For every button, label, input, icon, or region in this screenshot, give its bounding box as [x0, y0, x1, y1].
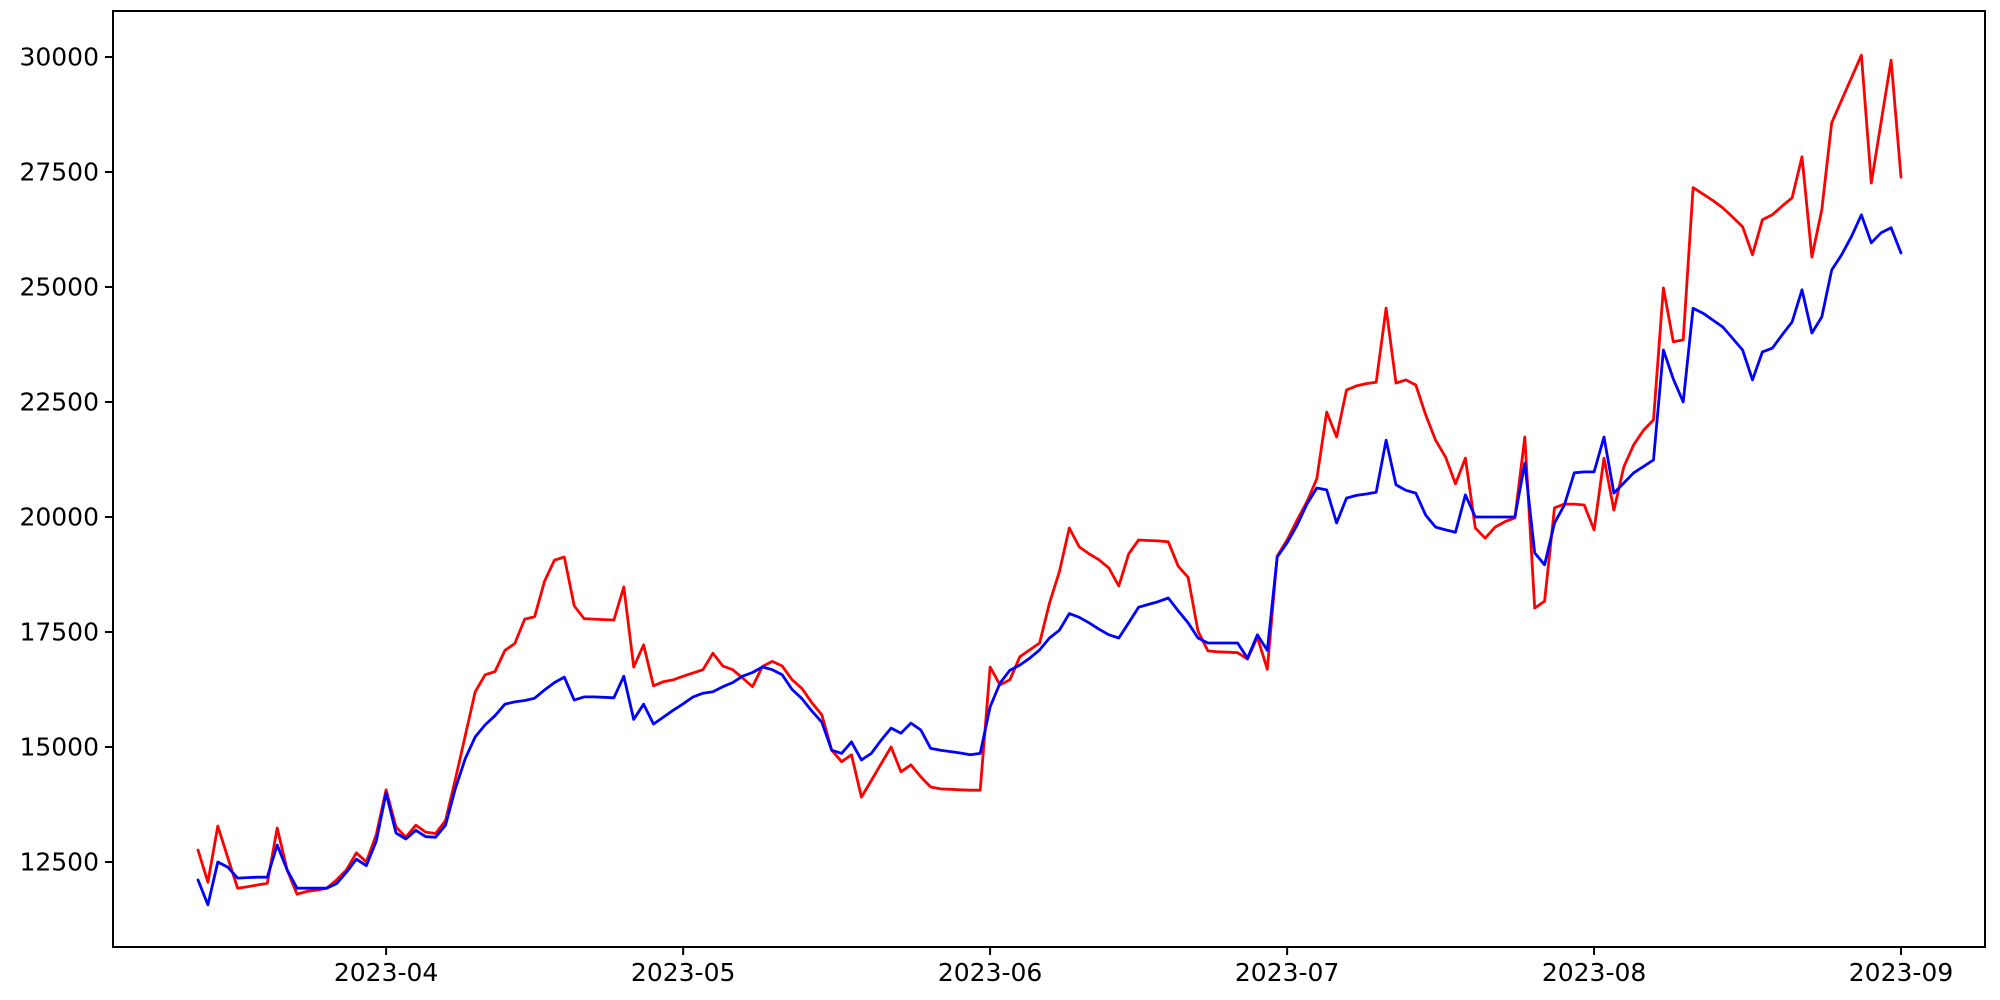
x-axis-tick-label: 2023-07: [1235, 958, 1339, 987]
y-axis-tick-label: 12500: [19, 848, 99, 877]
plot-border: [112, 10, 1986, 948]
x-axis-tick-label: 2023-08: [1542, 958, 1646, 987]
x-axis-tick-label: 2023-09: [1849, 958, 1953, 987]
blue-series-line: [196, 213, 1903, 907]
x-axis-tick-label: 2023-05: [631, 958, 735, 987]
y-axis-tick-label: 22500: [19, 388, 99, 417]
y-axis-tick-label: 30000: [19, 43, 99, 72]
x-axis-tick-label: 2023-04: [334, 958, 438, 987]
y-axis-tick-label: 27500: [19, 158, 99, 187]
x-axis-tick-label: 2023-06: [938, 958, 1042, 987]
y-axis-tick-label: 25000: [19, 273, 99, 302]
y-axis-tick-label: 20000: [19, 503, 99, 532]
y-axis-tick-label: 17500: [19, 618, 99, 647]
y-axis-tick-label: 15000: [19, 733, 99, 762]
red-series-line: [196, 53, 1903, 896]
